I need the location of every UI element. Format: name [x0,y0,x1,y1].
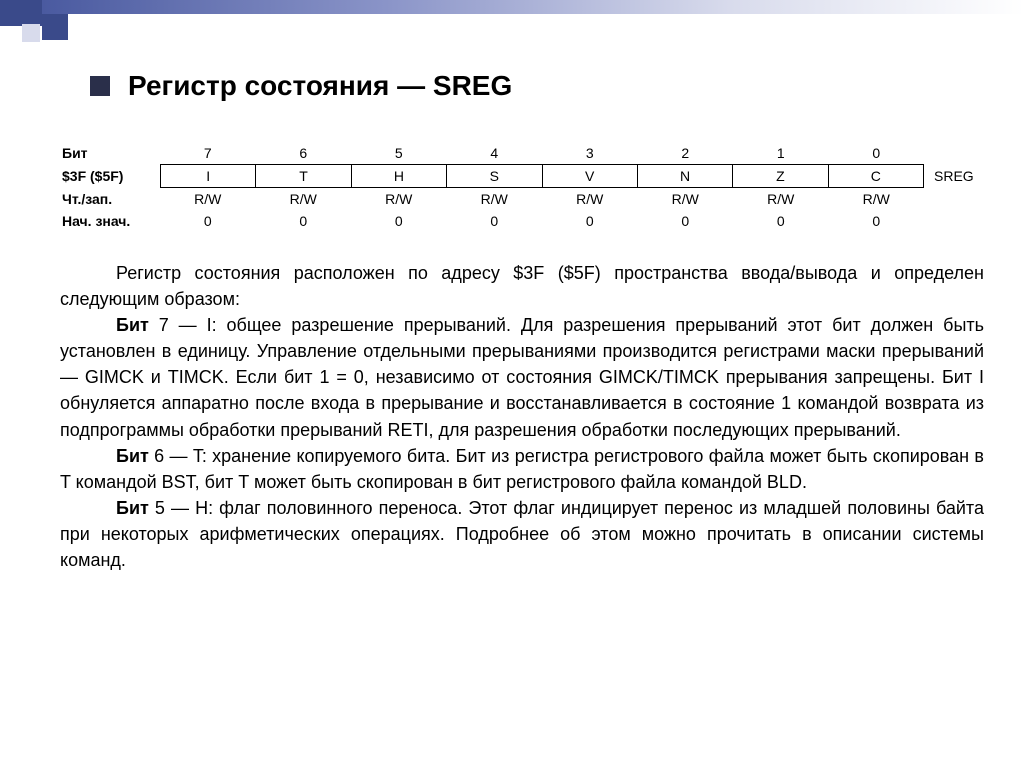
rw-value: R/W [733,191,829,207]
rw-value: R/W [351,191,447,207]
init-value: 0 [256,213,352,229]
bit-cell: C [828,164,924,188]
bit-number: 1 [733,145,829,161]
bit-number: 7 [160,145,256,161]
bit-number: 6 [256,145,352,161]
bit-cell: I [160,164,255,188]
slide-content: Регистр состояния — SREG Бит 7 6 5 4 3 2… [60,70,984,573]
page-title: Регистр состояния — SREG [128,70,512,102]
bit7-text: 7 — I: общее разрешение прерываний. Для … [60,315,984,439]
bit7-lead: Бит [116,315,149,335]
rw-value: R/W [160,191,256,207]
title-bullet-icon [90,76,110,96]
init-value: 0 [829,213,925,229]
paragraph-bit6: Бит 6 — T: хранение копируемого бита. Би… [60,443,984,495]
rw-value: R/W [447,191,543,207]
register-bit-names-row: $3F ($5F) I T H S V N Z C SREG [60,164,984,188]
bit-header-label: Бит [60,145,160,161]
bit-number: 2 [638,145,734,161]
paragraph-bit7: Бит 7 — I: общее разрешение прерываний. … [60,312,984,442]
header-gradient-line [42,0,1024,14]
paragraph-intro: Регистр состояния расположен по адресу $… [60,260,984,312]
init-value: 0 [351,213,447,229]
rw-value: R/W [256,191,352,207]
bit-number: 3 [542,145,638,161]
register-diagram: Бит 7 6 5 4 3 2 1 0 $3F ($5F) I T H S V … [60,142,984,232]
init-value: 0 [160,213,256,229]
register-init-row: Нач. знач. 0 0 0 0 0 0 0 0 [60,210,984,232]
init-value: 0 [447,213,543,229]
bit6-text: 6 — T: хранение копируемого бита. Бит из… [60,446,984,492]
rw-value: R/W [542,191,638,207]
init-value: 0 [733,213,829,229]
rw-value: R/W [829,191,925,207]
bit-number: 4 [447,145,543,161]
rw-header-label: Чт./зап. [60,191,160,207]
bit-number: 0 [829,145,925,161]
bit5-text: 5 — H: флаг половинного переноса. Этот ф… [60,498,984,570]
header-square-dark-2 [42,14,68,40]
bit5-lead: Бит [116,498,149,518]
register-name-label: SREG [924,168,984,184]
bit-cell: S [446,164,541,188]
bit-cell: N [637,164,732,188]
register-bit-numbers-row: Бит 7 6 5 4 3 2 1 0 [60,142,984,164]
header-square-light [22,24,40,42]
init-value: 0 [638,213,734,229]
register-address-label: $3F ($5F) [60,168,160,184]
bit-cell: T [255,164,350,188]
init-value: 0 [542,213,638,229]
bit6-lead: Бит [116,446,149,466]
bit-cell: H [351,164,446,188]
init-header-label: Нач. знач. [60,213,160,229]
title-row: Регистр состояния — SREG [90,70,984,102]
description-text: Регистр состояния расположен по адресу $… [60,260,984,573]
header-square-dark [0,0,42,26]
slide-header-decoration [0,0,1024,26]
bit-cell: Z [732,164,827,188]
register-rw-row: Чт./зап. R/W R/W R/W R/W R/W R/W R/W R/W [60,188,984,210]
bit-number: 5 [351,145,447,161]
rw-value: R/W [638,191,734,207]
bit-cell: V [542,164,637,188]
paragraph-bit5: Бит 5 — H: флаг половинного переноса. Эт… [60,495,984,573]
